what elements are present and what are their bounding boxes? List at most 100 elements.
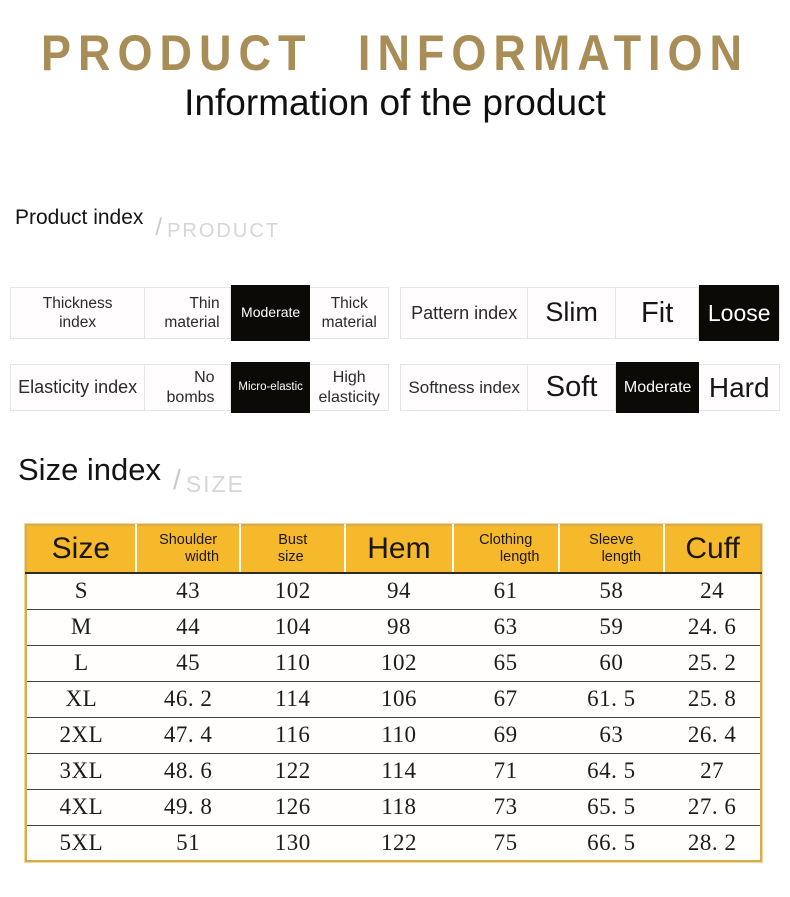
size-table-header-cuff: Cuff [663,525,761,574]
size-cell: 122 [240,752,346,789]
size-cell: 46. 2 [135,680,241,717]
product-index-title: Product index [15,206,144,229]
size-cell: 98 [345,608,453,645]
size-cell: XL [26,680,136,717]
size-cell: 48. 6 [135,752,241,789]
size-cell: 114 [345,752,453,789]
size-cell: 71 [452,752,559,789]
size-cell: 106 [345,680,453,717]
product-index-heading: Product index / PRODUCT [15,206,280,243]
size-cell: 25. 8 [664,680,761,717]
size-cell: 5XL [26,824,136,861]
size-table: Size Shoulder width Bust size Hem Clothing… [24,523,763,863]
size-cell: S [74,578,88,604]
size-cell: 63 [452,608,559,645]
pattern-option-fit: Fit [616,288,700,338]
size-cell: 114 [240,680,346,717]
page-title: PRODUCT INFORMATION [40,24,750,82]
index-row-1: Thickness index Thin material Moderate T… [10,285,780,341]
size-cell: 25. 2 [664,644,761,681]
size-row-l: L 45 110 102 65 60 25. 2 [26,644,761,681]
size-cell: 28. 2 [664,824,761,861]
thickness-option-thick: Thick material [321,294,377,331]
softness-option-moderate-selected: Moderate [615,362,700,413]
size-cell: 60 [558,644,665,681]
size-cell: L [26,644,136,681]
size-cell: 44 [135,608,241,645]
slash-divider: / [155,214,163,241]
size-table-header-size: Size [26,525,136,574]
size-row-3xl: 3XL 48. 6 122 114 71 64. 5 27 [26,752,761,789]
size-cell: 61. 5 [558,680,665,717]
size-cell: 118 [345,788,453,825]
size-row-s: S 43 102 94 61 58 24 [26,573,761,609]
size-row-2xl: 2XL 47. 4 116 110 69 63 26. 4 [26,716,761,753]
index-row-2: Elasticity index No bombs Micro-elastic … [10,362,780,413]
size-cell: 110 [345,716,453,753]
softness-option-hard: Hard [708,372,770,403]
size-cell: 122 [345,824,453,861]
size-cell: 69 [452,716,559,753]
thickness-index-label: Thickness index [11,288,146,338]
size-cell: 58 [599,578,624,604]
size-cell: 104 [240,608,346,645]
size-cell: 45 [135,644,241,681]
size-cell: 116 [240,716,346,753]
size-cell: 24 [700,578,725,604]
size-cell: M [26,608,136,645]
size-table-header-bust-size: Bust size [239,525,346,574]
thickness-option-moderate-selected: Moderate [230,285,311,341]
elasticity-option-no-bombs: No bombs [145,365,231,410]
size-cell: 47. 4 [135,716,241,753]
size-row-5xl: 5XL 51 130 122 75 66. 5 28. 2 [26,824,761,861]
softness-option-soft: Soft [528,365,616,410]
size-cell: 27 [664,752,761,789]
size-cell: 65. 5 [558,788,665,825]
size-table-header-hem: Hem [344,525,453,574]
elasticity-option-high: High elasticity [318,368,380,406]
size-cell: 3XL [26,752,136,789]
size-cell: 2XL [26,716,136,753]
thickness-option-thin: Thin material [145,288,231,338]
size-cell: 94 [386,578,411,604]
size-cell: 66. 5 [558,824,665,861]
size-index-heading: Size index / SIZE [18,452,245,498]
size-cell: 43 [176,578,201,604]
size-cell: 27. 6 [664,788,761,825]
size-cell: 75 [452,824,559,861]
size-cell: 67 [452,680,559,717]
elasticity-option-micro-elastic-selected: Micro-elastic [230,362,311,413]
product-index-watermark: PRODUCT [167,220,280,242]
size-table-header-shoulder-width: Shoulder width [134,525,241,574]
elasticity-index-table: Elasticity index No bombs Micro-elastic … [10,362,389,413]
size-row-4xl: 4XL 49. 8 126 118 73 65. 5 27. 6 [26,788,761,825]
slash-divider: / [173,464,181,495]
size-table-header-row: Size Shoulder width Bust size Hem Clothing… [26,525,761,574]
size-cell: 51 [135,824,241,861]
pattern-index-table: Pattern index Slim Fit Loose [400,285,780,341]
size-cell: 64. 5 [558,752,665,789]
size-cell: 130 [240,824,346,861]
size-cell: 49. 8 [135,788,241,825]
size-cell: 65 [452,644,559,681]
pattern-option-slim: Slim [528,288,616,338]
size-cell: 26. 4 [664,716,761,753]
thickness-index-table: Thickness index Thin material Moderate T… [10,285,389,341]
pattern-index-label: Pattern index [401,288,529,338]
size-index-title: Size index [18,452,162,487]
size-cell: 63 [558,716,665,753]
size-cell: 59 [558,608,665,645]
pattern-option-loose-selected: Loose [699,285,779,341]
size-cell: 102 [345,644,453,681]
size-cell: 61 [493,578,518,604]
size-table-header-sleeve-length: Sleeve length [557,525,665,574]
size-index-watermark: SIZE [185,471,245,497]
size-cell: 110 [240,644,346,681]
size-cell: 24. 6 [664,608,761,645]
size-cell: 73 [452,788,559,825]
size-cell: 126 [240,788,346,825]
size-table-header-clothing-length: Clothing length [451,525,559,574]
size-row-xl: XL 46. 2 114 106 67 61. 5 25. 8 [26,680,761,717]
size-cell: 4XL [26,788,136,825]
